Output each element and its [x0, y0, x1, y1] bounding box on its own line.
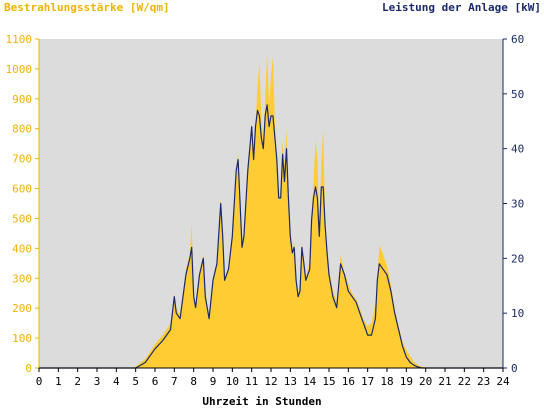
- right-tick-label: 60: [511, 33, 524, 46]
- right-tick-label: 0: [511, 362, 518, 375]
- x-tick-label: 22: [458, 375, 471, 388]
- x-tick-label: 13: [284, 375, 297, 388]
- ticks-layer: 0100200300400500600700800900100011000102…: [6, 33, 525, 388]
- left-tick-label: 300: [12, 272, 32, 285]
- x-axis-label: Uhrzeit in Stunden: [202, 395, 321, 408]
- left-tick-label: 100: [12, 332, 32, 345]
- left-tick-label: 700: [12, 153, 32, 166]
- x-tick-label: 21: [438, 375, 451, 388]
- left-axis-title: Bestrahlungsstärke [W/qm]: [4, 1, 170, 14]
- left-tick-label: 200: [12, 302, 32, 315]
- right-axis-title: Leistung der Anlage [kW]: [382, 1, 541, 14]
- x-tick-label: 5: [132, 375, 139, 388]
- x-tick-label: 2: [74, 375, 81, 388]
- irradiance-area: [39, 54, 503, 368]
- x-tick-label: 9: [210, 375, 217, 388]
- x-tick-label: 7: [171, 375, 178, 388]
- x-tick-label: 8: [190, 375, 197, 388]
- left-tick-label: 800: [12, 123, 32, 136]
- x-tick-label: 23: [477, 375, 490, 388]
- x-tick-label: 18: [380, 375, 393, 388]
- x-tick-label: 14: [303, 375, 317, 388]
- x-tick-label: 0: [36, 375, 43, 388]
- power-line: [39, 104, 503, 369]
- right-tick-label: 40: [511, 143, 524, 156]
- right-tick-label: 10: [511, 307, 524, 320]
- left-tick-label: 0: [25, 362, 32, 375]
- x-tick-label: 1: [55, 375, 62, 388]
- x-tick-label: 10: [226, 375, 239, 388]
- left-tick-label: 600: [12, 183, 32, 196]
- x-tick-label: 6: [152, 375, 159, 388]
- left-tick-label: 900: [12, 93, 32, 106]
- x-tick-label: 17: [361, 375, 374, 388]
- x-tick-label: 16: [342, 375, 355, 388]
- x-tick-label: 4: [113, 375, 120, 388]
- left-tick-label: 1000: [6, 63, 33, 76]
- left-tick-label: 400: [12, 242, 32, 255]
- right-tick-label: 30: [511, 198, 524, 211]
- right-tick-label: 20: [511, 252, 524, 265]
- x-tick-label: 20: [419, 375, 432, 388]
- x-tick-label: 11: [245, 375, 258, 388]
- left-tick-label: 1100: [6, 33, 33, 46]
- left-tick-label: 500: [12, 212, 32, 225]
- x-tick-label: 12: [264, 375, 277, 388]
- x-tick-label: 3: [94, 375, 101, 388]
- series-layer: [39, 54, 503, 369]
- right-tick-label: 50: [511, 88, 524, 101]
- x-tick-label: 15: [322, 375, 335, 388]
- x-tick-label: 19: [400, 375, 413, 388]
- x-tick-label: 24: [496, 375, 510, 388]
